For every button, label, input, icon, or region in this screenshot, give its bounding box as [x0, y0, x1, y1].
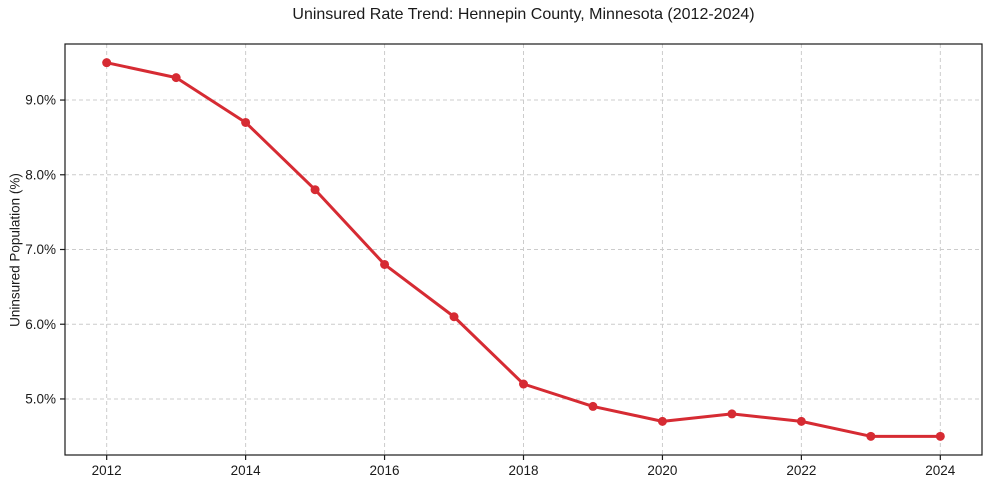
y-tick-label: 6.0% — [25, 317, 56, 332]
data-point-2013 — [171, 73, 181, 83]
data-point-2024 — [935, 431, 945, 441]
x-tick-label: 2016 — [370, 463, 400, 478]
data-point-2018 — [519, 379, 528, 389]
x-tick-label: 2012 — [92, 463, 122, 478]
data-point-2021 — [727, 409, 737, 419]
x-tick-label: 2022 — [786, 463, 816, 478]
y-tick-label: 9.0% — [25, 93, 56, 108]
data-point-2017 — [449, 312, 459, 322]
data-point-2019 — [588, 401, 598, 411]
x-tick-label: 2024 — [925, 463, 956, 478]
y-axis-label: Uninsured Population (%) — [7, 173, 23, 327]
x-tick-label: 2020 — [647, 463, 677, 478]
x-tick-label: 2018 — [508, 463, 538, 478]
chart-title: Uninsured Rate Trend: Hennepin County, M… — [292, 6, 755, 23]
data-point-2022 — [796, 416, 806, 426]
data-point-2014 — [241, 117, 251, 127]
y-tick-label: 7.0% — [25, 242, 56, 257]
data-point-2023 — [866, 431, 876, 441]
data-point-2015 — [310, 185, 320, 195]
x-tick-label: 2014 — [231, 463, 262, 478]
data-point-2016 — [380, 259, 390, 269]
data-point-2020 — [657, 416, 667, 426]
y-tick-label: 8.0% — [25, 167, 56, 182]
y-tick-label: 5.0% — [25, 392, 56, 407]
data-point-2012 — [102, 58, 112, 68]
